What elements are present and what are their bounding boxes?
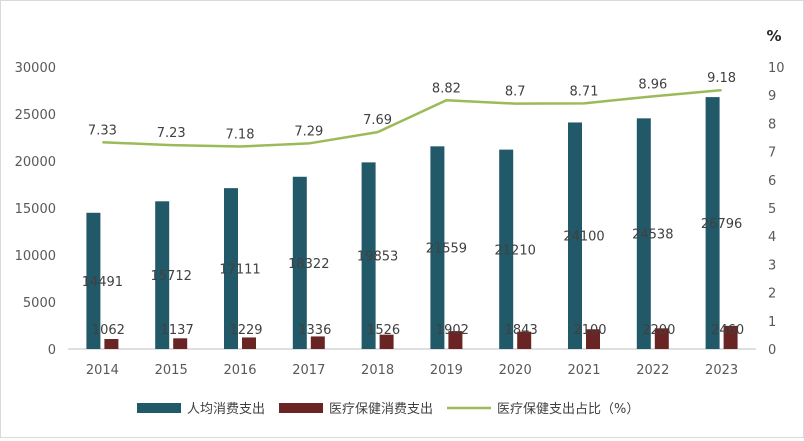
bar-consumption-label: 21210 <box>495 243 536 258</box>
bar-medical-label: 1843 <box>505 323 538 338</box>
y-right-unit: % <box>766 27 781 45</box>
x-tick-label: 2019 <box>430 363 463 378</box>
y-right-tick-label: 7 <box>768 146 776 161</box>
bar-consumption-label: 26796 <box>701 217 742 232</box>
bar-medical-label: 1336 <box>298 323 331 338</box>
bar-consumption <box>224 188 238 349</box>
x-tick-label: 2015 <box>155 363 188 378</box>
x-tick-label: 2018 <box>361 363 394 378</box>
x-tick-label: 2021 <box>567 363 600 378</box>
y-left-tick-label: 0 <box>48 343 56 358</box>
bar-consumption <box>568 122 582 350</box>
bar-medical <box>654 328 669 349</box>
y-right-tick-label: 0 <box>768 343 776 358</box>
bar-consumption <box>430 146 445 349</box>
bar-consumption <box>292 176 307 349</box>
line-medical-share-label: 9.18 <box>707 71 736 86</box>
line-medical-share-label: 7.69 <box>363 113 392 128</box>
x-tick-label: 2023 <box>705 363 738 378</box>
legend-swatch <box>279 403 324 413</box>
bar-medical <box>517 331 532 349</box>
bar-medical-label: 1526 <box>367 323 400 338</box>
bar-consumption-label: 15712 <box>151 269 192 284</box>
line-medical-share-label: 7.29 <box>294 124 323 139</box>
legend-label: 医疗保健支出占比（%） <box>497 402 639 417</box>
y-left-tick-label: 10000 <box>15 249 56 264</box>
bar-consumption-label: 24538 <box>632 228 673 243</box>
x-tick-label: 2017 <box>292 363 325 378</box>
line-medical-share-label: 8.7 <box>505 85 526 100</box>
line-medical-share-label: 7.18 <box>226 128 255 143</box>
bar-medical <box>586 329 600 349</box>
x-tick-label: 2020 <box>499 363 532 378</box>
bar-medical-label: 1229 <box>229 323 262 338</box>
bar-medical <box>379 334 394 349</box>
bar-medical <box>448 331 463 349</box>
line-medical-share-label: 8.96 <box>638 77 667 92</box>
bar-consumption <box>361 162 376 349</box>
y-right-tick-label: 5 <box>768 202 776 217</box>
bar-medical-label: 2100 <box>573 323 606 338</box>
bar-medical-label: 1062 <box>92 323 125 338</box>
bar-consumption <box>705 97 720 349</box>
line-medical-share-label: 7.23 <box>157 126 186 141</box>
y-left-tick-label: 30000 <box>15 61 56 76</box>
legend-swatch <box>137 403 181 413</box>
bar-consumption <box>499 149 514 349</box>
line-medical-share-label: 8.82 <box>432 81 461 96</box>
bar-medical-label: 1137 <box>161 323 194 338</box>
bar-medical <box>242 337 256 349</box>
y-left-tick-label: 25000 <box>15 108 56 123</box>
bar-medical-label: 2200 <box>642 323 675 338</box>
bar-medical <box>310 336 325 349</box>
bar-medical-label: 2460 <box>711 323 744 338</box>
y-right-tick-label: 8 <box>768 117 776 132</box>
y-right-tick-label: 2 <box>768 287 776 302</box>
bar-consumption <box>155 201 170 349</box>
bar-consumption-label: 14491 <box>82 275 123 290</box>
y-right-tick-label: 4 <box>768 230 776 245</box>
bar-consumption-label: 19853 <box>357 250 398 265</box>
bar-medical <box>723 325 738 349</box>
line-medical-share <box>102 88 722 148</box>
bar-medical-label: 1902 <box>436 323 469 338</box>
bar-consumption-label: 24100 <box>563 230 604 245</box>
y-right-tick-label: 1 <box>768 315 776 330</box>
y-left-tick-label: 5000 <box>23 296 56 311</box>
y-right-tick-label: 3 <box>768 258 776 273</box>
line-medical-share-label: 8.71 <box>570 84 599 99</box>
bar-consumption <box>86 212 101 349</box>
bar-consumption-label: 18322 <box>288 257 329 272</box>
line-medical-share-label: 7.33 <box>88 123 117 138</box>
x-tick-label: 2016 <box>223 363 256 378</box>
y-left-tick-label: 15000 <box>15 202 56 217</box>
bar-consumption-label: 21559 <box>426 242 467 257</box>
bar-consumption <box>636 118 651 349</box>
y-right-tick-label: 10 <box>768 61 785 76</box>
legend-label: 人均消费支出 <box>187 402 265 417</box>
bar-consumption-label: 17111 <box>219 263 260 278</box>
y-left-tick-label: 20000 <box>15 155 56 170</box>
bar-medical <box>104 339 119 349</box>
y-right-tick-label: 6 <box>768 174 776 189</box>
bar-medical <box>173 338 188 349</box>
x-tick-label: 2022 <box>636 363 669 378</box>
x-tick-label: 2014 <box>86 363 119 378</box>
y-right-tick-label: 9 <box>768 89 776 104</box>
legend-label: 医疗保健消费支出 <box>329 402 433 417</box>
